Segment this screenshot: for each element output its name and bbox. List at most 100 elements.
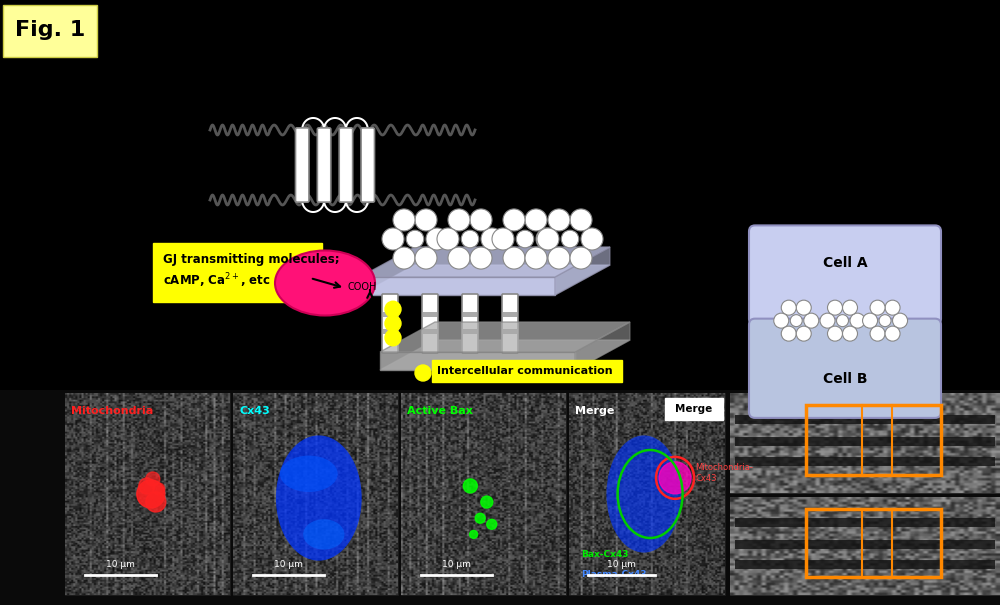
Text: M4: M4	[360, 104, 375, 114]
Circle shape	[146, 472, 160, 486]
FancyBboxPatch shape	[665, 398, 723, 420]
Circle shape	[146, 492, 166, 512]
Circle shape	[470, 209, 492, 231]
Circle shape	[870, 326, 885, 341]
Text: 10 μm: 10 μm	[274, 560, 303, 569]
Circle shape	[893, 313, 908, 328]
Circle shape	[139, 478, 155, 494]
FancyBboxPatch shape	[296, 128, 309, 202]
Bar	[730, 497, 1000, 595]
Polygon shape	[380, 322, 630, 352]
Text: 10 μm: 10 μm	[442, 560, 471, 569]
Circle shape	[870, 300, 885, 315]
Text: Fig. 1: Fig. 1	[15, 20, 85, 40]
Circle shape	[796, 300, 811, 315]
Circle shape	[492, 228, 514, 250]
Circle shape	[836, 315, 848, 327]
Circle shape	[790, 315, 802, 327]
Bar	[735, 518, 995, 528]
Text: cAMP, Ca$^{2+}$, etc: cAMP, Ca$^{2+}$, etc	[163, 271, 271, 290]
Circle shape	[393, 247, 415, 269]
Circle shape	[137, 480, 165, 508]
Circle shape	[415, 365, 431, 381]
FancyBboxPatch shape	[3, 5, 97, 57]
FancyBboxPatch shape	[462, 294, 478, 353]
Circle shape	[470, 531, 478, 538]
Circle shape	[448, 247, 470, 269]
Circle shape	[570, 247, 592, 269]
FancyBboxPatch shape	[432, 360, 622, 382]
Text: M2: M2	[317, 104, 331, 114]
Circle shape	[536, 228, 558, 250]
Circle shape	[804, 313, 819, 328]
Bar	[423, 329, 437, 334]
Circle shape	[487, 519, 497, 529]
Bar	[806, 509, 941, 577]
Bar	[503, 329, 517, 334]
FancyBboxPatch shape	[749, 226, 941, 325]
Bar	[401, 393, 566, 595]
Circle shape	[537, 228, 559, 250]
Circle shape	[426, 228, 448, 250]
Ellipse shape	[606, 436, 681, 552]
Circle shape	[525, 209, 547, 231]
Bar	[735, 560, 995, 569]
Ellipse shape	[280, 456, 338, 492]
Circle shape	[828, 300, 842, 315]
FancyBboxPatch shape	[749, 319, 941, 418]
Bar	[735, 457, 995, 466]
Circle shape	[781, 300, 796, 315]
Circle shape	[581, 228, 603, 250]
Polygon shape	[575, 322, 630, 370]
Circle shape	[525, 247, 547, 269]
Text: GJ transmitting molecules;: GJ transmitting molecules;	[163, 253, 340, 266]
FancyBboxPatch shape	[317, 128, 331, 202]
Bar	[735, 540, 995, 549]
Bar	[233, 393, 398, 595]
Text: Plasma-Cx43: Plasma-Cx43	[581, 571, 647, 580]
Circle shape	[393, 209, 415, 231]
FancyBboxPatch shape	[361, 128, 374, 202]
Text: Intercellular communication: Intercellular communication	[437, 366, 613, 376]
Text: Cell B: Cell B	[823, 371, 867, 385]
Circle shape	[406, 230, 424, 248]
Bar	[806, 405, 941, 475]
Bar	[730, 393, 1000, 493]
Text: Mitochondria-
Cx43: Mitochondria- Cx43	[695, 463, 753, 483]
Polygon shape	[555, 247, 610, 295]
Circle shape	[570, 209, 592, 231]
Text: Cx43: Cx43	[239, 406, 270, 416]
FancyBboxPatch shape	[422, 294, 438, 353]
Bar	[65, 393, 230, 595]
Text: Cell A: Cell A	[823, 256, 867, 270]
Text: 10 μm: 10 μm	[106, 560, 135, 569]
Circle shape	[885, 300, 900, 315]
Circle shape	[461, 230, 479, 248]
Circle shape	[879, 315, 891, 327]
FancyBboxPatch shape	[382, 294, 398, 353]
Circle shape	[415, 247, 437, 269]
Circle shape	[850, 313, 865, 328]
Polygon shape	[360, 247, 610, 277]
Circle shape	[481, 496, 493, 508]
Circle shape	[781, 326, 796, 341]
Text: COOH: COOH	[347, 282, 376, 292]
Circle shape	[503, 209, 525, 231]
Bar	[569, 393, 725, 595]
Ellipse shape	[275, 250, 375, 315]
Circle shape	[863, 313, 878, 328]
Bar	[735, 415, 995, 424]
Bar	[0, 390, 1000, 605]
Circle shape	[503, 247, 525, 269]
Circle shape	[415, 209, 437, 231]
Polygon shape	[360, 265, 610, 295]
Circle shape	[463, 479, 477, 493]
Circle shape	[548, 209, 570, 231]
Ellipse shape	[276, 436, 362, 561]
Circle shape	[382, 228, 404, 250]
Circle shape	[437, 228, 459, 250]
Ellipse shape	[303, 519, 344, 549]
Circle shape	[448, 209, 470, 231]
Circle shape	[820, 313, 835, 328]
Circle shape	[385, 330, 401, 345]
